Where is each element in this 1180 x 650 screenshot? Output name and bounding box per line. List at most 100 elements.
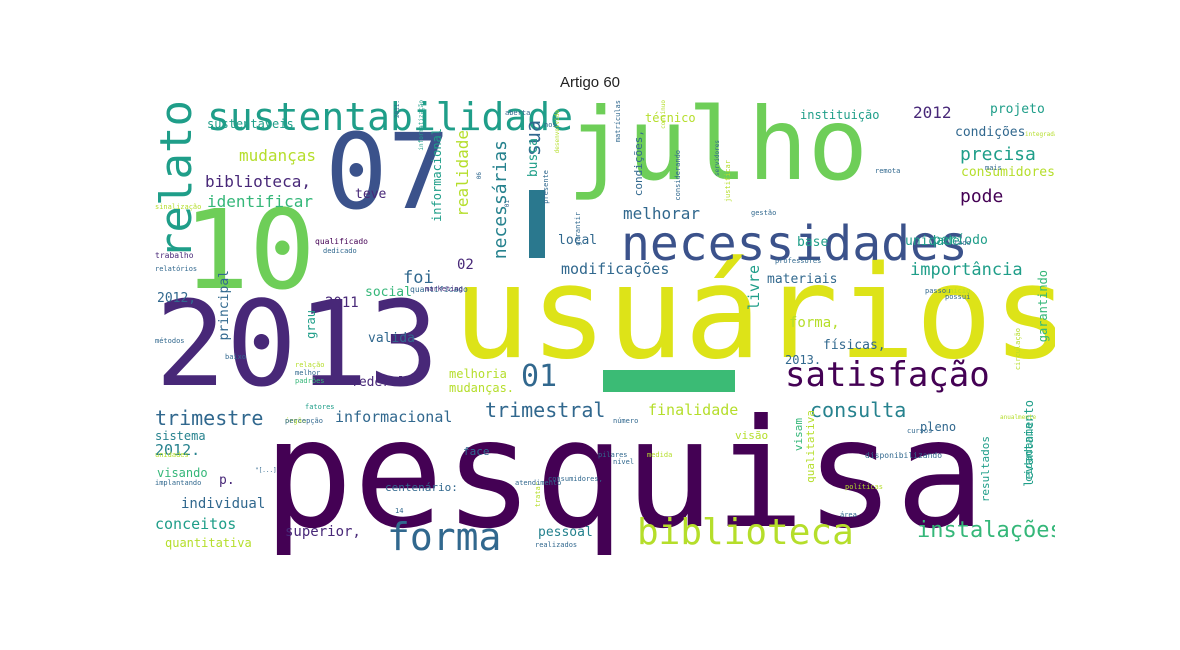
cloud-word: aberta — [505, 109, 531, 117]
cloud-word: visão — [735, 429, 769, 442]
cloud-word: qualitativa — [804, 410, 817, 483]
cloud-word: mudanças. — [449, 381, 515, 395]
cloud-word: órgão — [285, 417, 307, 425]
cloud-word: 2012 — [913, 103, 952, 122]
cloud-word: 02 — [457, 257, 474, 273]
cloud-word: projeto — [990, 102, 1045, 117]
cloud-word: marketing — [425, 285, 463, 293]
cloud-word: 01 — [504, 200, 511, 208]
cloud-word: sinalização — [155, 203, 202, 211]
cloud-word: social — [365, 285, 412, 300]
cloud-word: teve — [355, 187, 387, 202]
page-title: Artigo 60 — [559, 74, 621, 91]
cloud-word: presente — [542, 170, 550, 204]
cloud-word: gestão — [751, 209, 777, 217]
cloud-word: quantificado — [410, 285, 468, 294]
cloud-word: consumidores — [961, 165, 1055, 180]
cloud-word: instituição — [800, 108, 880, 122]
cloud-word: sustentabilidade — [207, 100, 574, 139]
cloud-word: cidadania. — [1022, 416, 1035, 483]
cloud-word: necessidades — [621, 216, 968, 272]
cloud-word: p. — [219, 473, 235, 488]
word-cloud: pesquisa usuários 2013 julho 10 07 necessidade… — [155, 100, 1055, 555]
cloud-word: medida — [647, 451, 673, 459]
cloud-word: físicas, — [823, 338, 886, 353]
cloud-word: sistema — [155, 429, 206, 443]
cloud-word: base — [797, 235, 829, 250]
cloud-word: realizados — [535, 541, 578, 549]
cloud-word: passou — [925, 287, 951, 295]
cloud-word: pleno — [920, 420, 957, 434]
cloud-word: biblioteca — [637, 512, 854, 553]
cloud-word: 07 — [325, 111, 451, 233]
cloud-word: circulação — [1014, 328, 1022, 371]
cloud-word: 10 — [183, 186, 316, 314]
cloud-word: técnico — [645, 111, 696, 125]
cloud-word: implantando — [155, 479, 202, 487]
cloud-word: quantitativa — [165, 536, 252, 550]
cloud-word: políticas — [845, 483, 883, 491]
cloud-word: consumidores, — [548, 475, 603, 483]
cloud-word: trimestre — [155, 406, 264, 430]
cloud-word: 2011. — [394, 100, 401, 119]
cloud-word: grau — [304, 310, 318, 339]
cloud-word: pode — [960, 186, 1004, 207]
cloud-word: realidade — [453, 130, 472, 217]
cloud-word: finalidade — [648, 401, 739, 419]
cloud-word: visam — [792, 418, 805, 452]
cloud-word: pessoal — [538, 525, 593, 540]
cloud-word: professores — [775, 257, 822, 265]
cloud-word: integrada — [1025, 131, 1055, 138]
cloud-word: dedicado — [323, 247, 357, 255]
cloud-word: centenário: — [385, 481, 458, 494]
cloud-bar-vertical — [529, 190, 545, 258]
cloud-word: materiais — [767, 272, 838, 287]
cloud-word: federal — [351, 375, 406, 390]
cloud-word: consulta — [810, 398, 907, 422]
cloud-word: melhor — [295, 369, 321, 377]
cloud-word: disponibilizando — [865, 451, 943, 460]
cloud-word: local — [558, 233, 598, 248]
cloud-word: individual — [181, 496, 266, 512]
cloud-word: resultados — [979, 436, 992, 503]
cloud-word: unidades — [155, 451, 189, 459]
cloud-word: nível — [613, 458, 635, 466]
cloud-word: 2011 — [325, 295, 359, 311]
cloud-word: visando — [157, 466, 208, 480]
cloud-word: melhorar — [623, 204, 701, 223]
cloud-word: principal — [217, 270, 232, 341]
cloud-word: 01 — [521, 359, 558, 394]
cloud-word: conceitos — [155, 515, 237, 533]
cloud-word: julho — [567, 100, 869, 203]
cloud-word: mais — [985, 164, 1002, 172]
cloud-word: informacional — [335, 408, 453, 426]
cloud-word: métodos — [155, 337, 185, 345]
cloud-word: cursos — [907, 427, 933, 435]
cloud-word: satisfação — [785, 355, 990, 395]
cloud-word: relação — [295, 361, 325, 369]
cloud-word: possui — [945, 293, 971, 301]
cloud-word: trimestral — [485, 398, 606, 422]
cloud-word: foi — [403, 268, 434, 288]
cloud-word: contínuo — [660, 100, 667, 129]
cloud-word: atendimento — [515, 479, 562, 487]
cloud-word: garantindo — [1036, 270, 1050, 343]
cloud-word: condições — [955, 125, 1026, 140]
cloud-word: início — [945, 287, 971, 295]
cloud-word: informacional — [430, 128, 444, 222]
cloud-word: anualmente — [1000, 414, 1037, 421]
cloud-word: precisa — [960, 144, 1036, 165]
cloud-word: número — [613, 417, 639, 425]
cloud-word: relatórios — [155, 265, 198, 273]
cloud-word: pesquisa — [263, 388, 986, 555]
cloud-word: usuários — [453, 239, 1055, 388]
cloud-word: trabalho — [155, 251, 194, 260]
cloud-word: modificações — [561, 260, 670, 278]
cloud-word: valida — [368, 331, 415, 346]
cloud-word: garantir — [574, 212, 582, 246]
cloud-word: superior, — [285, 524, 361, 540]
cloud-word: padrões — [295, 377, 325, 385]
cloud-word: "[...] — [255, 467, 277, 474]
cloud-word: forma — [387, 515, 502, 555]
cloud-word: mudanças — [239, 146, 317, 165]
